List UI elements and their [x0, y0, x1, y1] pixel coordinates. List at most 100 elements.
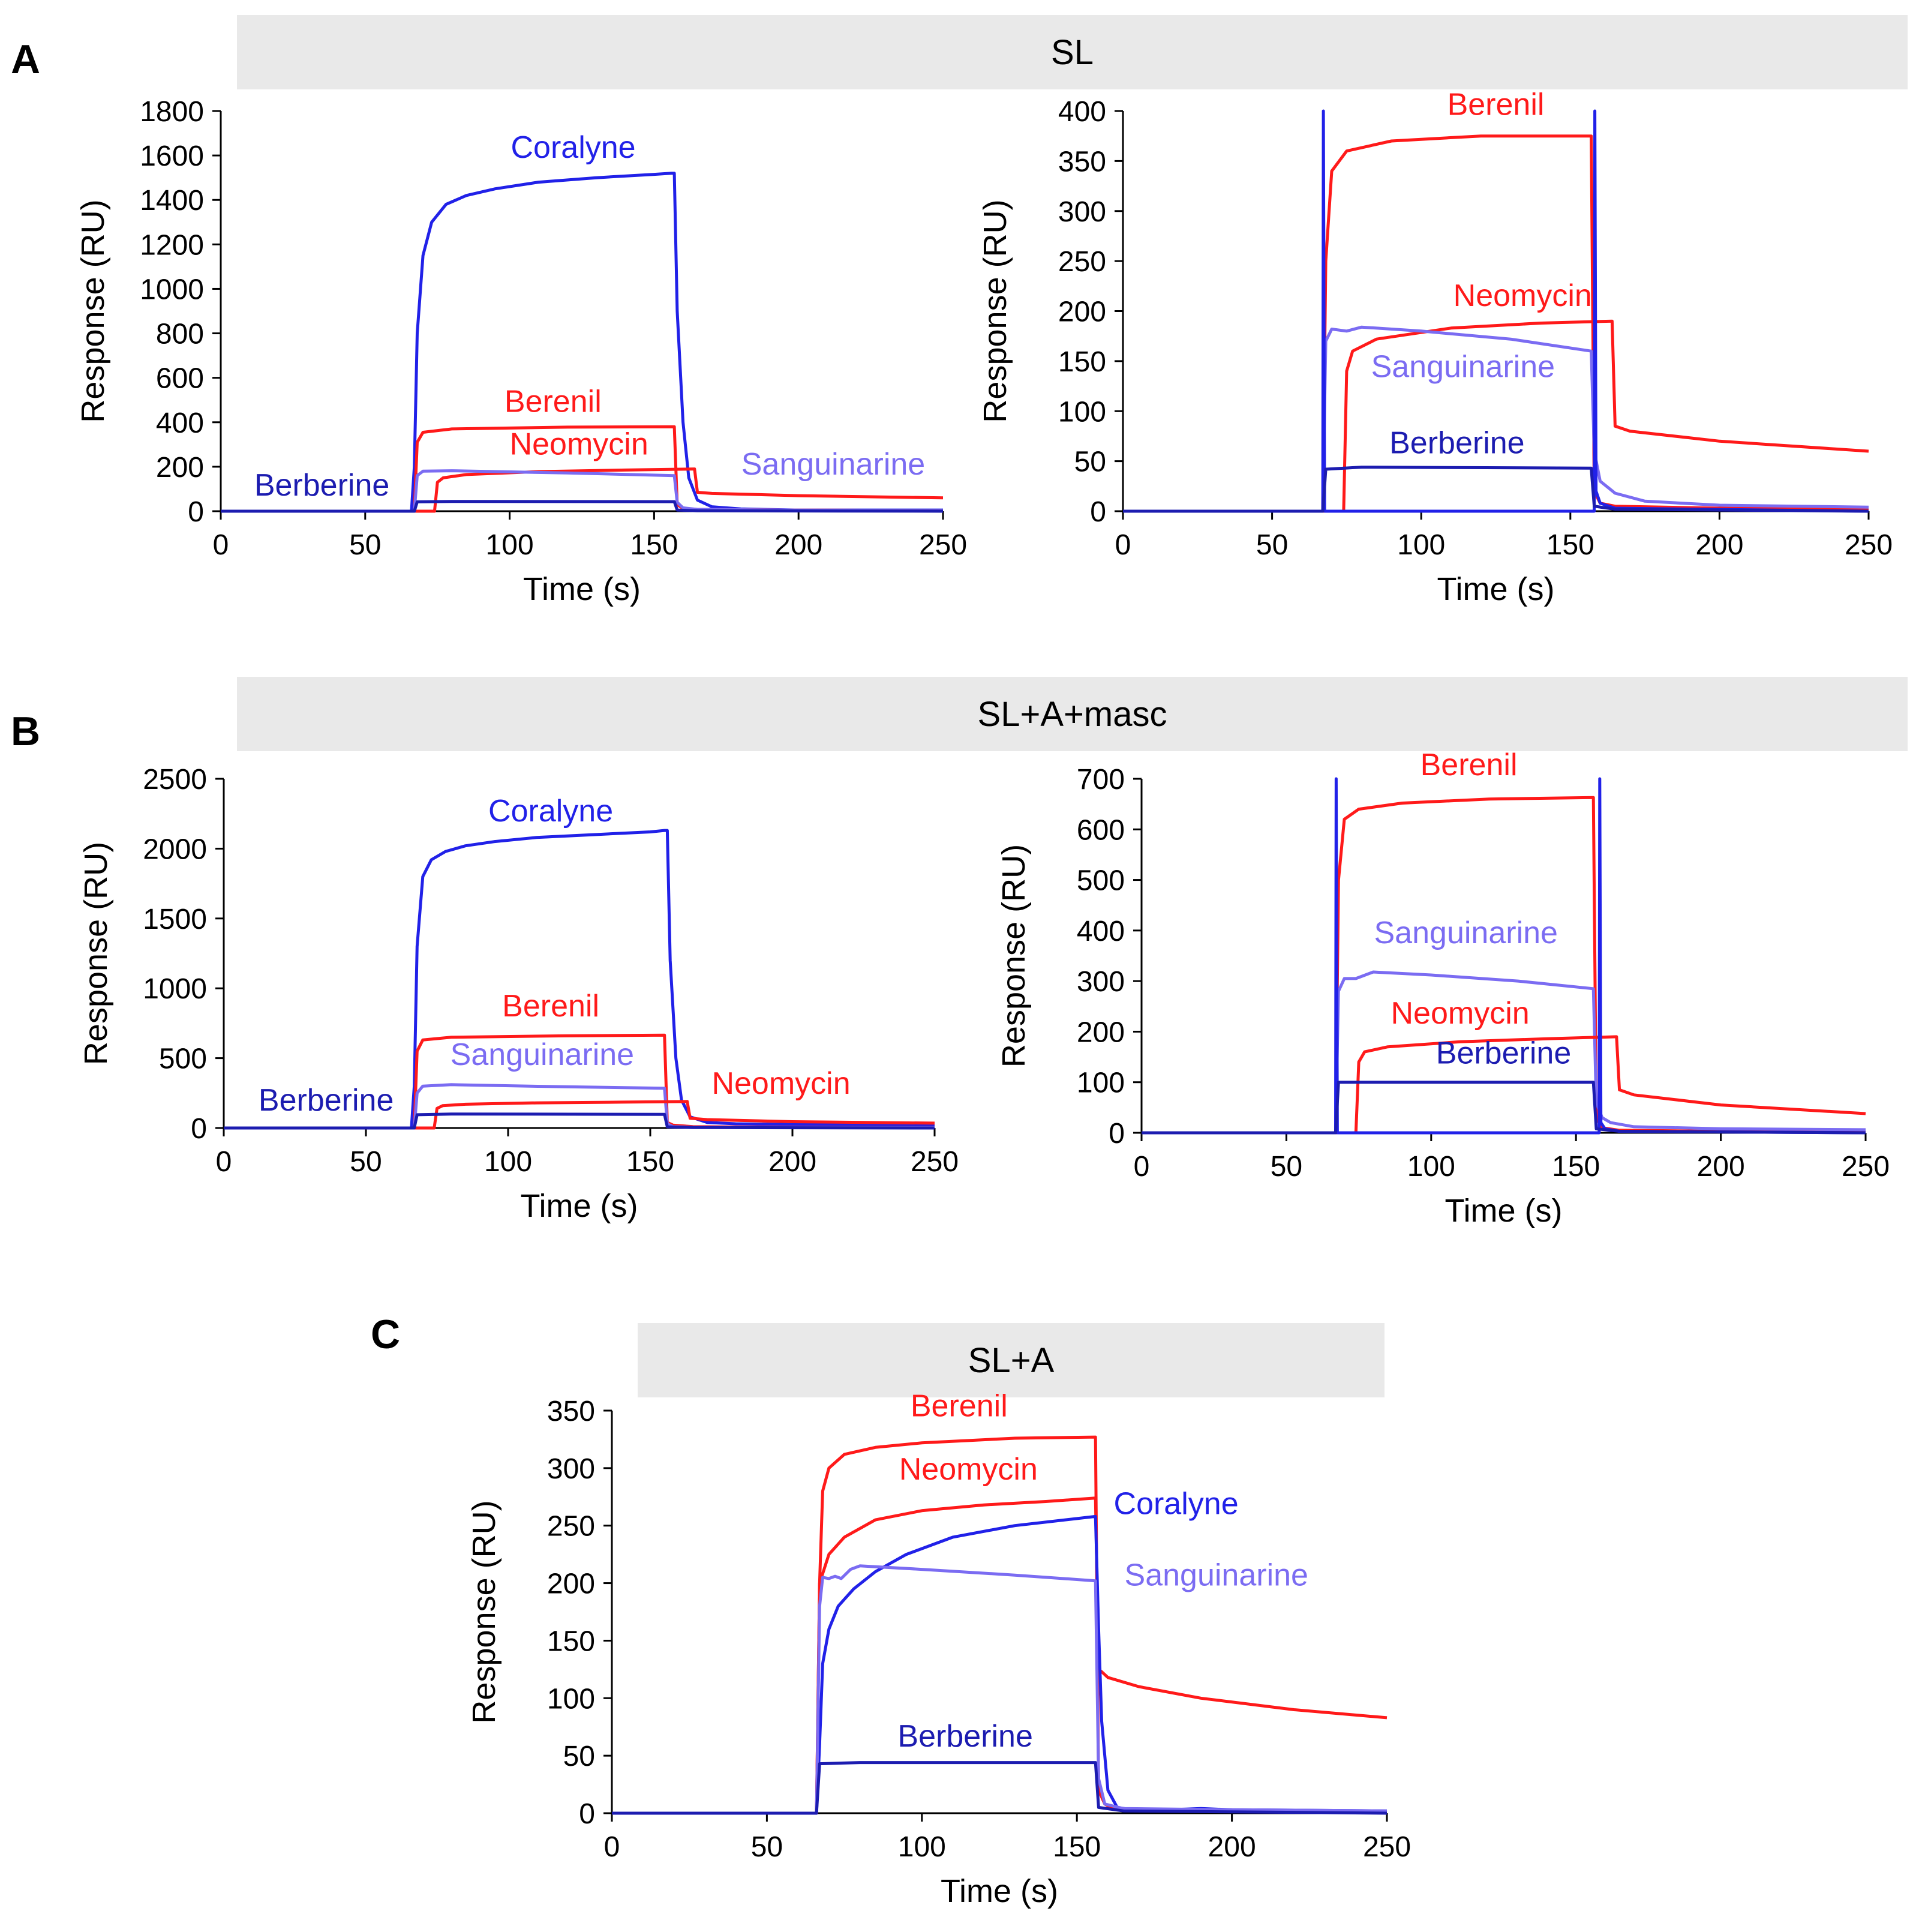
- chart-0-ytick-label: 1000: [140, 274, 204, 305]
- chart-3-series-neomycin: [1142, 1035, 1866, 1135]
- chart-4-xtick-label: 100: [898, 1831, 946, 1863]
- chart-1-xlabel: Time (s): [1437, 571, 1555, 607]
- chart-0-label-berberine: Berberine: [254, 468, 389, 503]
- chart-3-ylabel: Response (RU): [996, 844, 1032, 1067]
- chart-3-xlabel: Time (s): [1445, 1193, 1563, 1229]
- chart-1-xtick-label: 150: [1546, 529, 1594, 561]
- panel-letter-b: B: [11, 709, 41, 754]
- chart-4-series-sanguinarine: [612, 1564, 1388, 1815]
- chart-1-ytick-label: 100: [1058, 396, 1106, 428]
- chart-1-ytick-label: 50: [1074, 446, 1106, 478]
- chart-2-xtick-label: 0: [216, 1146, 232, 1178]
- chart-3-xtick-label: 100: [1407, 1151, 1455, 1183]
- chart-2-xtick-label: 200: [768, 1146, 816, 1178]
- chart-0-ytick-label: 800: [156, 319, 204, 350]
- banner-sl-a-masc: SL+A+masc: [237, 677, 1908, 751]
- chart-4-ytick-label: 150: [547, 1625, 595, 1657]
- chart-1-xtick-label: 0: [1115, 529, 1131, 561]
- chart-1-ytick-label: 350: [1058, 146, 1106, 178]
- chart-0-ytick-label: 200: [156, 452, 204, 484]
- chart-0-xtick-label: 100: [486, 529, 534, 561]
- chart-4-xtick-label: 0: [604, 1831, 620, 1863]
- chart-3-series-berberine: [1142, 1081, 1866, 1135]
- chart-2-xtick-label: 150: [626, 1146, 674, 1178]
- chart-1-series-berenil: [1123, 134, 1869, 513]
- chart-0-xtick-label: 250: [919, 529, 967, 561]
- chart-3-label-neomycin: Neomycin: [1391, 996, 1529, 1031]
- chart-1-label-berberine: Berberine: [1389, 425, 1524, 460]
- chart-0-ytick-label: 1800: [140, 96, 204, 128]
- chart-0-series-neomycin: [221, 467, 944, 513]
- chart-2-series-neomycin: [224, 1100, 935, 1130]
- chart-4-ytick-label: 300: [547, 1453, 595, 1485]
- chart-4-ytick-label: 350: [547, 1396, 595, 1427]
- chart-1-xtick-label: 250: [1845, 529, 1893, 561]
- chart-4-ylabel: Response (RU): [466, 1500, 502, 1723]
- banner-sl: SL: [237, 15, 1908, 89]
- chart-2-ytick-label: 2000: [143, 833, 207, 865]
- chart-4-xtick-label: 250: [1363, 1831, 1411, 1863]
- chart-1-label-neomycin: Neomycin: [1453, 278, 1592, 313]
- chart-0-label-neomycin: Neomycin: [510, 427, 648, 462]
- chart-4-ytick-label: 0: [579, 1798, 595, 1830]
- chart-0-ytick-label: 600: [156, 363, 204, 395]
- chart-4-xtick-label: 50: [751, 1831, 783, 1863]
- chart-1-series-sanguinarine: [1123, 325, 1869, 513]
- chart-2-ytick-label: 2500: [143, 764, 207, 796]
- chart-1-series-berberine: [1123, 466, 1869, 513]
- chart-1-ytick-label: 150: [1058, 346, 1106, 378]
- chart-0-xtick-label: 0: [213, 529, 229, 561]
- chart-2-label-coralyne: Coralyne: [488, 794, 613, 829]
- chart-3-ytick-label: 300: [1077, 966, 1125, 998]
- banner-sl-a: SL+A: [638, 1323, 1385, 1397]
- chart-0-ytick-label: 1400: [140, 185, 204, 217]
- chart-3-ytick-label: 600: [1077, 814, 1125, 846]
- chart-2-xtick-label: 250: [911, 1146, 959, 1178]
- chart-4-ytick-label: 100: [547, 1683, 595, 1715]
- chart-2-xtick-label: 50: [350, 1146, 382, 1178]
- chart-2-ylabel: Response (RU): [78, 842, 114, 1065]
- chart-4-xtick-label: 150: [1053, 1831, 1101, 1863]
- chart-0-xtick-label: 200: [774, 529, 822, 561]
- chart-0-ylabel: Response (RU): [75, 199, 111, 422]
- chart-1-xtick-label: 200: [1695, 529, 1743, 561]
- chart-1-ytick-label: 0: [1090, 496, 1106, 528]
- chart-0-xtick-label: 150: [630, 529, 678, 561]
- chart-2-label-berberine: Berberine: [259, 1083, 394, 1118]
- chart-3-ytick-label: 100: [1077, 1067, 1125, 1099]
- chart-1-xtick-label: 50: [1256, 529, 1288, 561]
- chart-1-xtick-label: 100: [1397, 529, 1445, 561]
- chart-0-ytick-label: 0: [188, 496, 204, 528]
- chart-4-label-neomycin: Neomycin: [899, 1452, 1038, 1487]
- chart-0-series-berberine: [221, 500, 944, 513]
- chart-1-ytick-label: 400: [1058, 96, 1106, 128]
- chart-3-series-sanguinarine: [1142, 970, 1866, 1135]
- chart-0-label-berenil: Berenil: [504, 384, 602, 419]
- chart-0-label-sanguinarine: Sanguinarine: [741, 447, 925, 482]
- chart-4-ytick-label: 50: [563, 1741, 595, 1772]
- chart-2-ytick-label: 500: [159, 1043, 207, 1075]
- chart-4-ytick-label: 250: [547, 1511, 595, 1543]
- chart-3-xtick-label: 0: [1134, 1151, 1150, 1183]
- panel-letter-a: A: [11, 37, 41, 82]
- chart-2-label-berenil: Berenil: [502, 989, 599, 1024]
- chart-3-ytick-label: 200: [1077, 1016, 1125, 1048]
- chart-1-ylabel: Response (RU): [977, 199, 1013, 422]
- chart-4-ytick-label: 200: [547, 1568, 595, 1600]
- chart-4-label-coralyne: Coralyne: [1114, 1487, 1239, 1522]
- chart-2-label-sanguinarine: Sanguinarine: [451, 1037, 634, 1072]
- panel-letter-c: C: [371, 1312, 401, 1357]
- chart-2-ytick-label: 1000: [143, 973, 207, 1005]
- chart-1-series-neomycin: [1123, 319, 1869, 513]
- chart-1-ytick-label: 250: [1058, 246, 1106, 278]
- chart-2-label-neomycin: Neomycin: [711, 1066, 850, 1101]
- chart-2-xtick-label: 100: [484, 1146, 532, 1178]
- chart-1-ytick-label: 300: [1058, 196, 1106, 228]
- chart-1-ytick-label: 200: [1058, 296, 1106, 328]
- chart-1-label-berenil: Berenil: [1447, 88, 1545, 122]
- chart-4-label-berenil: Berenil: [911, 1389, 1008, 1424]
